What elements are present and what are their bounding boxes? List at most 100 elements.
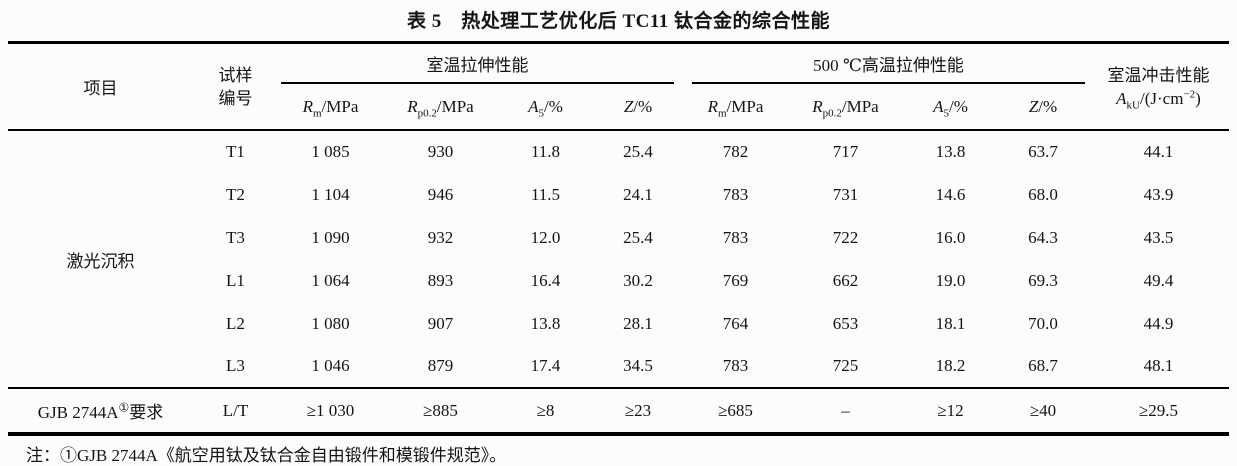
value-cell: 1 085 (311, 142, 350, 161)
header-row-groups: 项目 试样 编号 室温拉伸性能 500 ℃高温拉伸性能 室温冲击性能 AkU/(… (8, 42, 1229, 131)
symbol-r: R (707, 96, 718, 116)
subscript-m: m (312, 106, 322, 119)
value-cell: 13.8 (935, 142, 966, 161)
impact-unit-exp: −2 (1183, 87, 1196, 100)
symbol-r: R (407, 96, 418, 116)
symbol-z: Z (623, 96, 634, 116)
footnote: 注：①GJB 2744A《航空用钛及钛合金自由锻件和模锻件规范》。 (26, 446, 507, 465)
value-cell: 11.8 (530, 142, 561, 161)
value-cell: 68.0 (1028, 184, 1058, 204)
table-title: 表 5 热处理工艺优化后 TC11 钛合金的综合性能 (406, 11, 831, 32)
unit-percent: /% (1038, 96, 1058, 116)
symbol-a: A (933, 96, 944, 116)
value-cell: 48.1 (1143, 356, 1174, 375)
value-cell: 783 (722, 184, 749, 204)
table-row-l1: L1 1 064 893 16.4 30.2 769 662 19.0 69.3… (8, 259, 1229, 302)
header-row-subcolumns: Rm/MPa Rp0.2/MPa A5/% Z/% Rm/MPa Rp0.2/M… (8, 84, 1229, 131)
value-cell: 783 (722, 356, 749, 375)
col-header-rm-rt: Rm/MPa (278, 84, 383, 131)
value-cell: 68.7 (1028, 356, 1058, 375)
symbol-r: R (302, 96, 313, 116)
table-header: 项目 试样 编号 室温拉伸性能 500 ℃高温拉伸性能 室温冲击性能 AkU/(… (8, 42, 1229, 131)
value-cell: 946 (427, 184, 454, 204)
value-cell: 64.3 (1028, 227, 1058, 247)
symbol-r: R (812, 96, 823, 116)
value-cell: 725 (832, 356, 859, 375)
header-impact-line1: 室温冲击性能 (1107, 65, 1210, 85)
value-cell: 782 (722, 142, 749, 161)
unit-mpa: /MPa (436, 96, 474, 116)
value-cell: 16.4 (530, 270, 561, 290)
table-row-l2: L2 1 080 907 13.8 28.1 764 653 18.1 70.0… (8, 302, 1229, 345)
unit-mpa: /MPa (321, 96, 359, 116)
sample-cell: L2 (226, 313, 245, 333)
gjb-label-cell: GJB 2744A①要求 (8, 387, 193, 434)
value-cell: 722 (832, 227, 859, 247)
value-cell: 43.9 (1143, 184, 1174, 204)
value-cell: ≥8 (498, 387, 593, 434)
subscript-5: 5 (943, 106, 950, 119)
value-cell: ≥685 (683, 387, 788, 434)
value-cell: 12.0 (530, 227, 561, 247)
value-cell: 13.8 (530, 313, 561, 333)
value-cell: 70.0 (1028, 313, 1058, 333)
value-cell: 1 080 (311, 313, 350, 333)
col-header-a5-ht: A5/% (903, 84, 998, 131)
col-header-rm-ht: Rm/MPa (683, 84, 788, 131)
value-cell: 879 (427, 356, 454, 375)
value-cell: ≥1 030 (278, 387, 383, 434)
value-cell: 24.1 (623, 184, 653, 204)
subscript-m: m (717, 106, 727, 119)
value-cell: 28.1 (623, 313, 653, 333)
value-cell: 11.5 (530, 184, 561, 204)
value-cell: 44.1 (1143, 142, 1174, 161)
value-cell: ≥29.5 (1088, 387, 1229, 434)
unit-percent: /% (544, 96, 563, 116)
header-impact: 室温冲击性能 AkU/(J·cm−2) (1088, 42, 1229, 131)
value-cell: 18.2 (935, 356, 966, 375)
unit-percent: /% (633, 96, 653, 116)
value-cell: 17.4 (530, 356, 561, 375)
table-body: 激光沉积 T1 1 085 930 11.8 25.4 782 717 13.8… (8, 130, 1229, 434)
table-row-t2: T2 1 104 946 11.5 24.1 783 731 14.6 68.0… (8, 173, 1229, 216)
value-cell: – (788, 387, 903, 434)
results-table: 项目 试样 编号 室温拉伸性能 500 ℃高温拉伸性能 室温冲击性能 AkU/(… (8, 41, 1229, 436)
value-cell: ≥12 (903, 387, 998, 434)
value-cell: 731 (832, 184, 859, 204)
value-cell: 30.2 (623, 270, 653, 290)
value-cell: 16.0 (935, 227, 966, 247)
header-group-room-temp-tensile: 室温拉伸性能 (278, 43, 683, 84)
value-cell: 1 046 (311, 356, 350, 375)
project-cell: 激光沉积 (66, 251, 135, 271)
group-label-room-temp: 室温拉伸性能 (281, 44, 674, 84)
group-label-500c: 500 ℃高温拉伸性能 (692, 44, 1085, 84)
value-cell: ≥40 (998, 387, 1088, 434)
subscript-p02: p0.2 (417, 106, 437, 119)
sample-cell: L/T (193, 387, 278, 434)
value-cell: 653 (832, 313, 859, 333)
value-cell: 34.5 (623, 356, 653, 375)
col-header-rp02-rt: Rp0.2/MPa (383, 84, 498, 131)
value-cell: 69.3 (1028, 270, 1058, 290)
col-header-a5-rt: A5/% (498, 84, 593, 131)
sample-cell: L3 (226, 356, 245, 375)
gjb-label-text: GJB 2744A (37, 403, 119, 422)
value-cell: 43.5 (1143, 227, 1174, 247)
symbol-z: Z (1028, 96, 1039, 116)
col-header-rp02-ht: Rp0.2/MPa (788, 84, 903, 131)
gjb-label-suffix: 要求 (129, 403, 164, 422)
symbol-a: A (528, 96, 539, 116)
unit-mpa: /MPa (726, 96, 764, 116)
header-impact-formula: AkU/(J·cm−2) (1088, 87, 1229, 110)
value-cell: 44.9 (1143, 313, 1174, 333)
unit-percent: /% (949, 96, 968, 116)
header-sample-number: 试样 编号 (193, 42, 278, 131)
header-sample-line2: 编号 (218, 88, 253, 108)
unit-mpa: /MPa (841, 96, 879, 116)
value-cell: 893 (427, 270, 454, 290)
sample-cell: L1 (226, 270, 245, 290)
value-cell: 769 (722, 270, 749, 290)
value-cell: 764 (722, 313, 749, 333)
sample-cell: T3 (226, 227, 245, 247)
value-cell: ≥23 (593, 387, 683, 434)
